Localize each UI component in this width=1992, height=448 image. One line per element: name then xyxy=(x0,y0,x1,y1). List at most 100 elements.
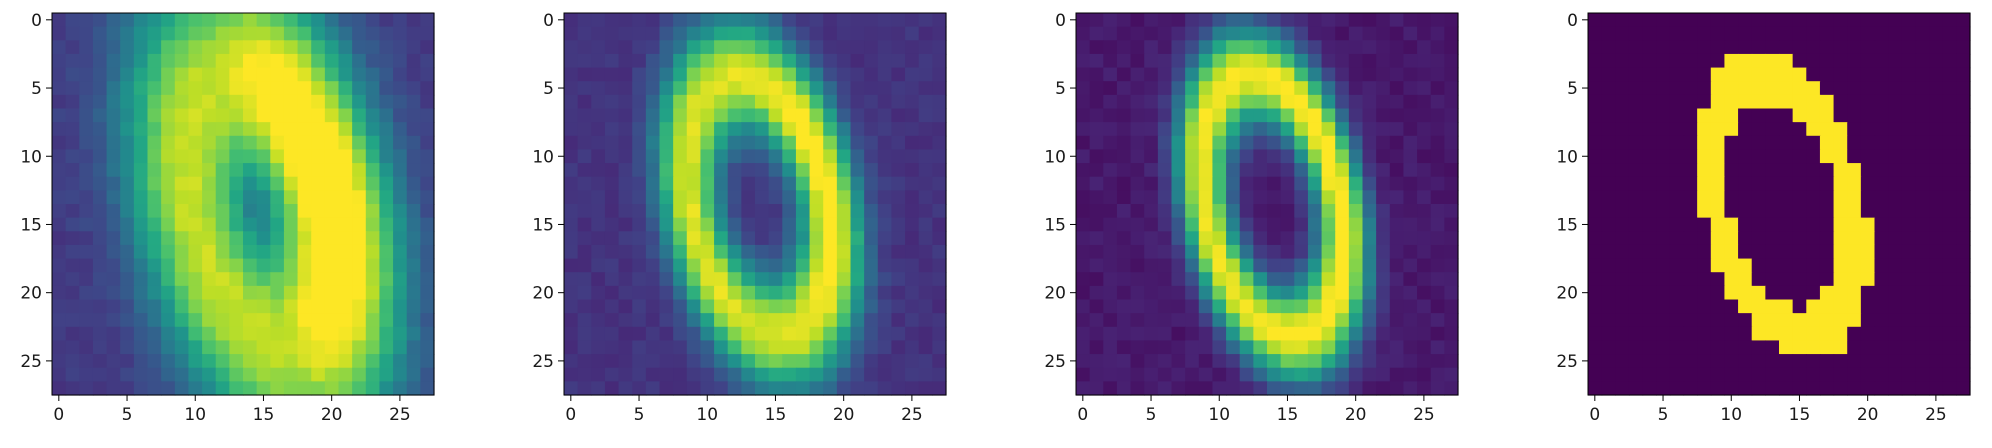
heatmap-cell xyxy=(714,354,729,369)
heatmap-cell xyxy=(1642,135,1657,151)
heatmap-cell xyxy=(1307,149,1323,164)
heatmap-cell xyxy=(1628,94,1644,110)
heatmap-cell xyxy=(65,354,80,369)
heatmap-cell xyxy=(270,340,285,355)
heatmap-cell xyxy=(1642,340,1657,355)
heatmap-cell xyxy=(379,94,394,110)
heatmap-cell xyxy=(106,258,121,273)
heatmap-cell xyxy=(686,272,702,287)
heatmap-cell xyxy=(604,313,620,328)
heatmap-cell xyxy=(1615,231,1630,246)
heatmap-cell xyxy=(1765,272,1780,287)
heatmap-cell xyxy=(768,204,783,219)
heatmap-cell xyxy=(1942,313,1957,328)
x-tick-label: 0 xyxy=(1077,405,1088,425)
heatmap-cell xyxy=(174,272,190,287)
x-tick-label: 0 xyxy=(53,405,64,425)
heatmap-cell xyxy=(215,313,230,328)
heatmap-cell xyxy=(918,108,933,123)
heatmap-cell xyxy=(1185,53,1200,69)
heatmap-cell xyxy=(564,135,579,151)
heatmap-cell xyxy=(161,13,176,28)
heatmap-cell xyxy=(1089,258,1104,273)
heatmap-cell xyxy=(1389,217,1405,232)
heatmap-cell xyxy=(1253,135,1268,151)
heatmap-cell xyxy=(1076,190,1091,205)
heatmap-cell xyxy=(686,299,702,314)
heatmap-cell xyxy=(256,244,271,260)
heatmap-cell xyxy=(297,108,312,123)
heatmap-cell xyxy=(1724,326,1739,342)
heatmap-cell xyxy=(365,40,381,55)
heatmap-cell xyxy=(283,367,299,382)
heatmap-cell xyxy=(604,122,620,137)
heatmap-cell xyxy=(188,176,203,191)
heatmap-cell xyxy=(618,285,633,301)
heatmap-cell xyxy=(1656,272,1671,287)
heatmap-cell xyxy=(741,244,756,260)
heatmap-cell xyxy=(809,26,824,41)
heatmap-cell xyxy=(918,326,933,342)
heatmap-cell xyxy=(79,217,94,232)
heatmap-cell xyxy=(202,340,217,355)
heatmap-cell xyxy=(564,122,579,137)
heatmap-cell xyxy=(1321,204,1336,219)
y-tick-label: 5 xyxy=(31,79,42,99)
heatmap-cell xyxy=(877,122,893,137)
heatmap-cell xyxy=(352,40,367,55)
x-tick-label: 15 xyxy=(253,405,275,425)
heatmap-cell xyxy=(1144,326,1159,342)
heatmap-cell xyxy=(147,67,162,82)
heatmap-cell xyxy=(1226,190,1241,205)
heatmap-cell xyxy=(591,108,606,123)
heatmap-cell xyxy=(1444,149,1459,164)
heatmap-cell xyxy=(673,190,688,205)
heatmap-cell xyxy=(1321,53,1336,69)
heatmap-cell xyxy=(243,285,258,301)
heatmap-cell xyxy=(1171,285,1186,301)
heatmap-cell xyxy=(809,285,824,301)
heatmap-cell xyxy=(1738,326,1753,342)
heatmap-cell xyxy=(632,354,647,369)
heatmap-cell xyxy=(1860,381,1876,396)
heatmap-cell xyxy=(65,231,80,246)
heatmap-cell xyxy=(1751,40,1766,55)
heatmap-cell xyxy=(1738,13,1753,28)
heatmap-cell xyxy=(891,217,906,232)
heatmap-cell xyxy=(1601,108,1616,123)
heatmap-cell xyxy=(618,122,633,137)
heatmap-cell xyxy=(1888,122,1903,137)
heatmap-cell xyxy=(1076,163,1091,178)
heatmap-cell xyxy=(297,190,312,205)
heatmap-cell xyxy=(1321,81,1336,96)
heatmap-cell xyxy=(591,94,606,110)
heatmap-cell xyxy=(564,204,579,219)
heatmap-cell xyxy=(1321,340,1336,355)
heatmap-cell xyxy=(918,204,933,219)
heatmap-cell xyxy=(1116,272,1132,287)
heatmap-cell xyxy=(809,40,824,55)
heatmap-cell xyxy=(420,190,435,205)
heatmap-cell xyxy=(297,313,312,328)
heatmap-cell xyxy=(659,40,674,55)
heatmap-cell xyxy=(120,244,135,260)
heatmap-cell xyxy=(1417,354,1432,369)
heatmap-cell xyxy=(338,244,353,260)
heatmap-cell xyxy=(406,231,421,246)
heatmap-cell xyxy=(120,67,135,82)
heatmap-cell xyxy=(1929,204,1944,219)
heatmap-cell xyxy=(1103,285,1118,301)
heatmap-cell xyxy=(1724,176,1739,191)
heatmap-cell xyxy=(577,40,592,55)
heatmap-cell xyxy=(1403,94,1418,110)
heatmap-cell xyxy=(686,190,702,205)
heatmap-cell xyxy=(1103,354,1118,369)
heatmap-cell xyxy=(1389,135,1405,151)
heatmap-cell xyxy=(932,67,947,82)
heatmap-cell xyxy=(1103,244,1118,260)
heatmap-cell xyxy=(1389,149,1405,164)
heatmap-cell xyxy=(1806,163,1821,178)
heatmap-cell xyxy=(1185,354,1200,369)
heatmap-cell xyxy=(120,149,135,164)
heatmap-cell xyxy=(768,231,783,246)
